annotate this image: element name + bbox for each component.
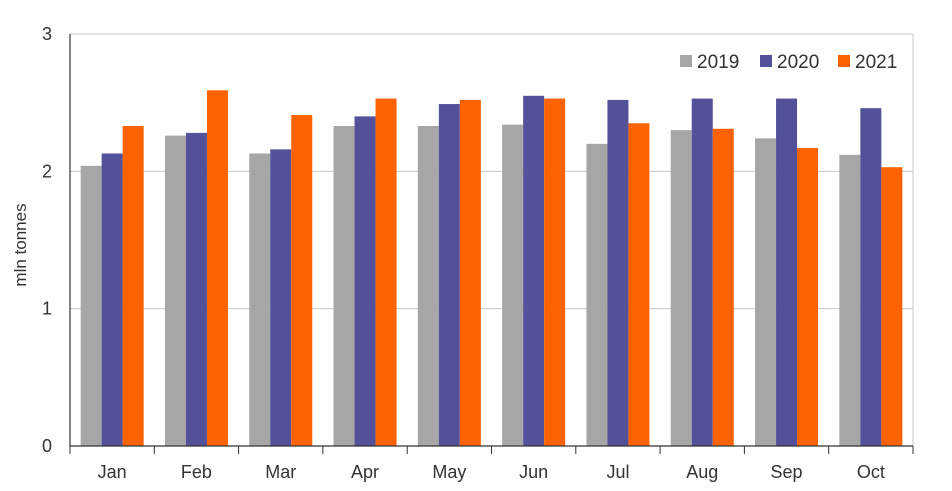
bar-2020-Jun [523, 95, 545, 447]
bar-2019-Mar [249, 153, 271, 447]
bar-2021-Jun [544, 98, 566, 447]
bar-2019-Apr [333, 126, 355, 446]
legend-swatch-2019 [680, 55, 692, 67]
bar-2019-Feb [164, 135, 186, 447]
bar-2021-May [459, 99, 481, 447]
x-tick-label: Apr [351, 462, 379, 482]
x-tick-label: Mar [265, 462, 296, 482]
bar-2019-Sep [755, 138, 777, 446]
bar-2019-Jan [80, 165, 102, 446]
x-tick-label: Jan [98, 462, 127, 482]
y-tick-label: 1 [42, 299, 52, 319]
x-tick-label: May [432, 462, 466, 482]
bar-2020-Apr [354, 116, 376, 447]
axes: 0 1 2 3 Jan Feb Mar Apr May Jun Jul Aug Sep Oct [42, 24, 914, 482]
bar-2020-Mar [270, 149, 292, 447]
bar-2021-Sep [797, 147, 819, 446]
bar-2021-Mar [291, 115, 313, 446]
x-tick-label: Sep [771, 462, 803, 482]
x-tick-label: Jul [606, 462, 629, 482]
x-tick-label: Aug [686, 462, 718, 482]
bar-2021-Aug [712, 128, 734, 446]
bar-2021-Feb [206, 90, 228, 446]
bar-2019-Aug [670, 130, 692, 446]
legend: 2019 2020 2021 [680, 52, 897, 73]
legend-swatch-2021 [838, 55, 850, 67]
y-axis-title: mln tonnes [11, 203, 30, 286]
legend-label-2021: 2021 [855, 52, 897, 73]
bar-2020-Oct [860, 108, 882, 446]
legend-label-2020: 2020 [777, 52, 819, 73]
y-tick-label: 3 [42, 24, 52, 44]
x-tick-label: Jun [519, 462, 548, 482]
bar-2020-Aug [691, 98, 713, 447]
legend-label-2019: 2019 [697, 52, 739, 73]
bars [80, 90, 903, 447]
bar-2021-Jan [122, 126, 144, 446]
bar-2021-Apr [375, 98, 397, 447]
bar-2021-Oct [881, 167, 903, 447]
bar-2021-Jul [628, 123, 650, 447]
y-tick-label: 0 [42, 436, 52, 456]
y-tick-label: 2 [42, 161, 52, 181]
bar-2019-Jul [586, 143, 608, 446]
bar-2019-May [417, 126, 439, 446]
bar-2020-May [438, 104, 460, 446]
bar-2019-Oct [839, 154, 861, 446]
bar-2020-Sep [776, 98, 798, 447]
bar-2020-Jan [101, 153, 123, 447]
bar-2020-Jul [607, 99, 629, 447]
x-tick-label: Feb [181, 462, 212, 482]
bar-2020-Feb [185, 132, 207, 446]
legend-swatch-2020 [760, 55, 772, 67]
bar-2019-Jun [502, 124, 524, 446]
x-tick-label: Oct [857, 462, 885, 482]
